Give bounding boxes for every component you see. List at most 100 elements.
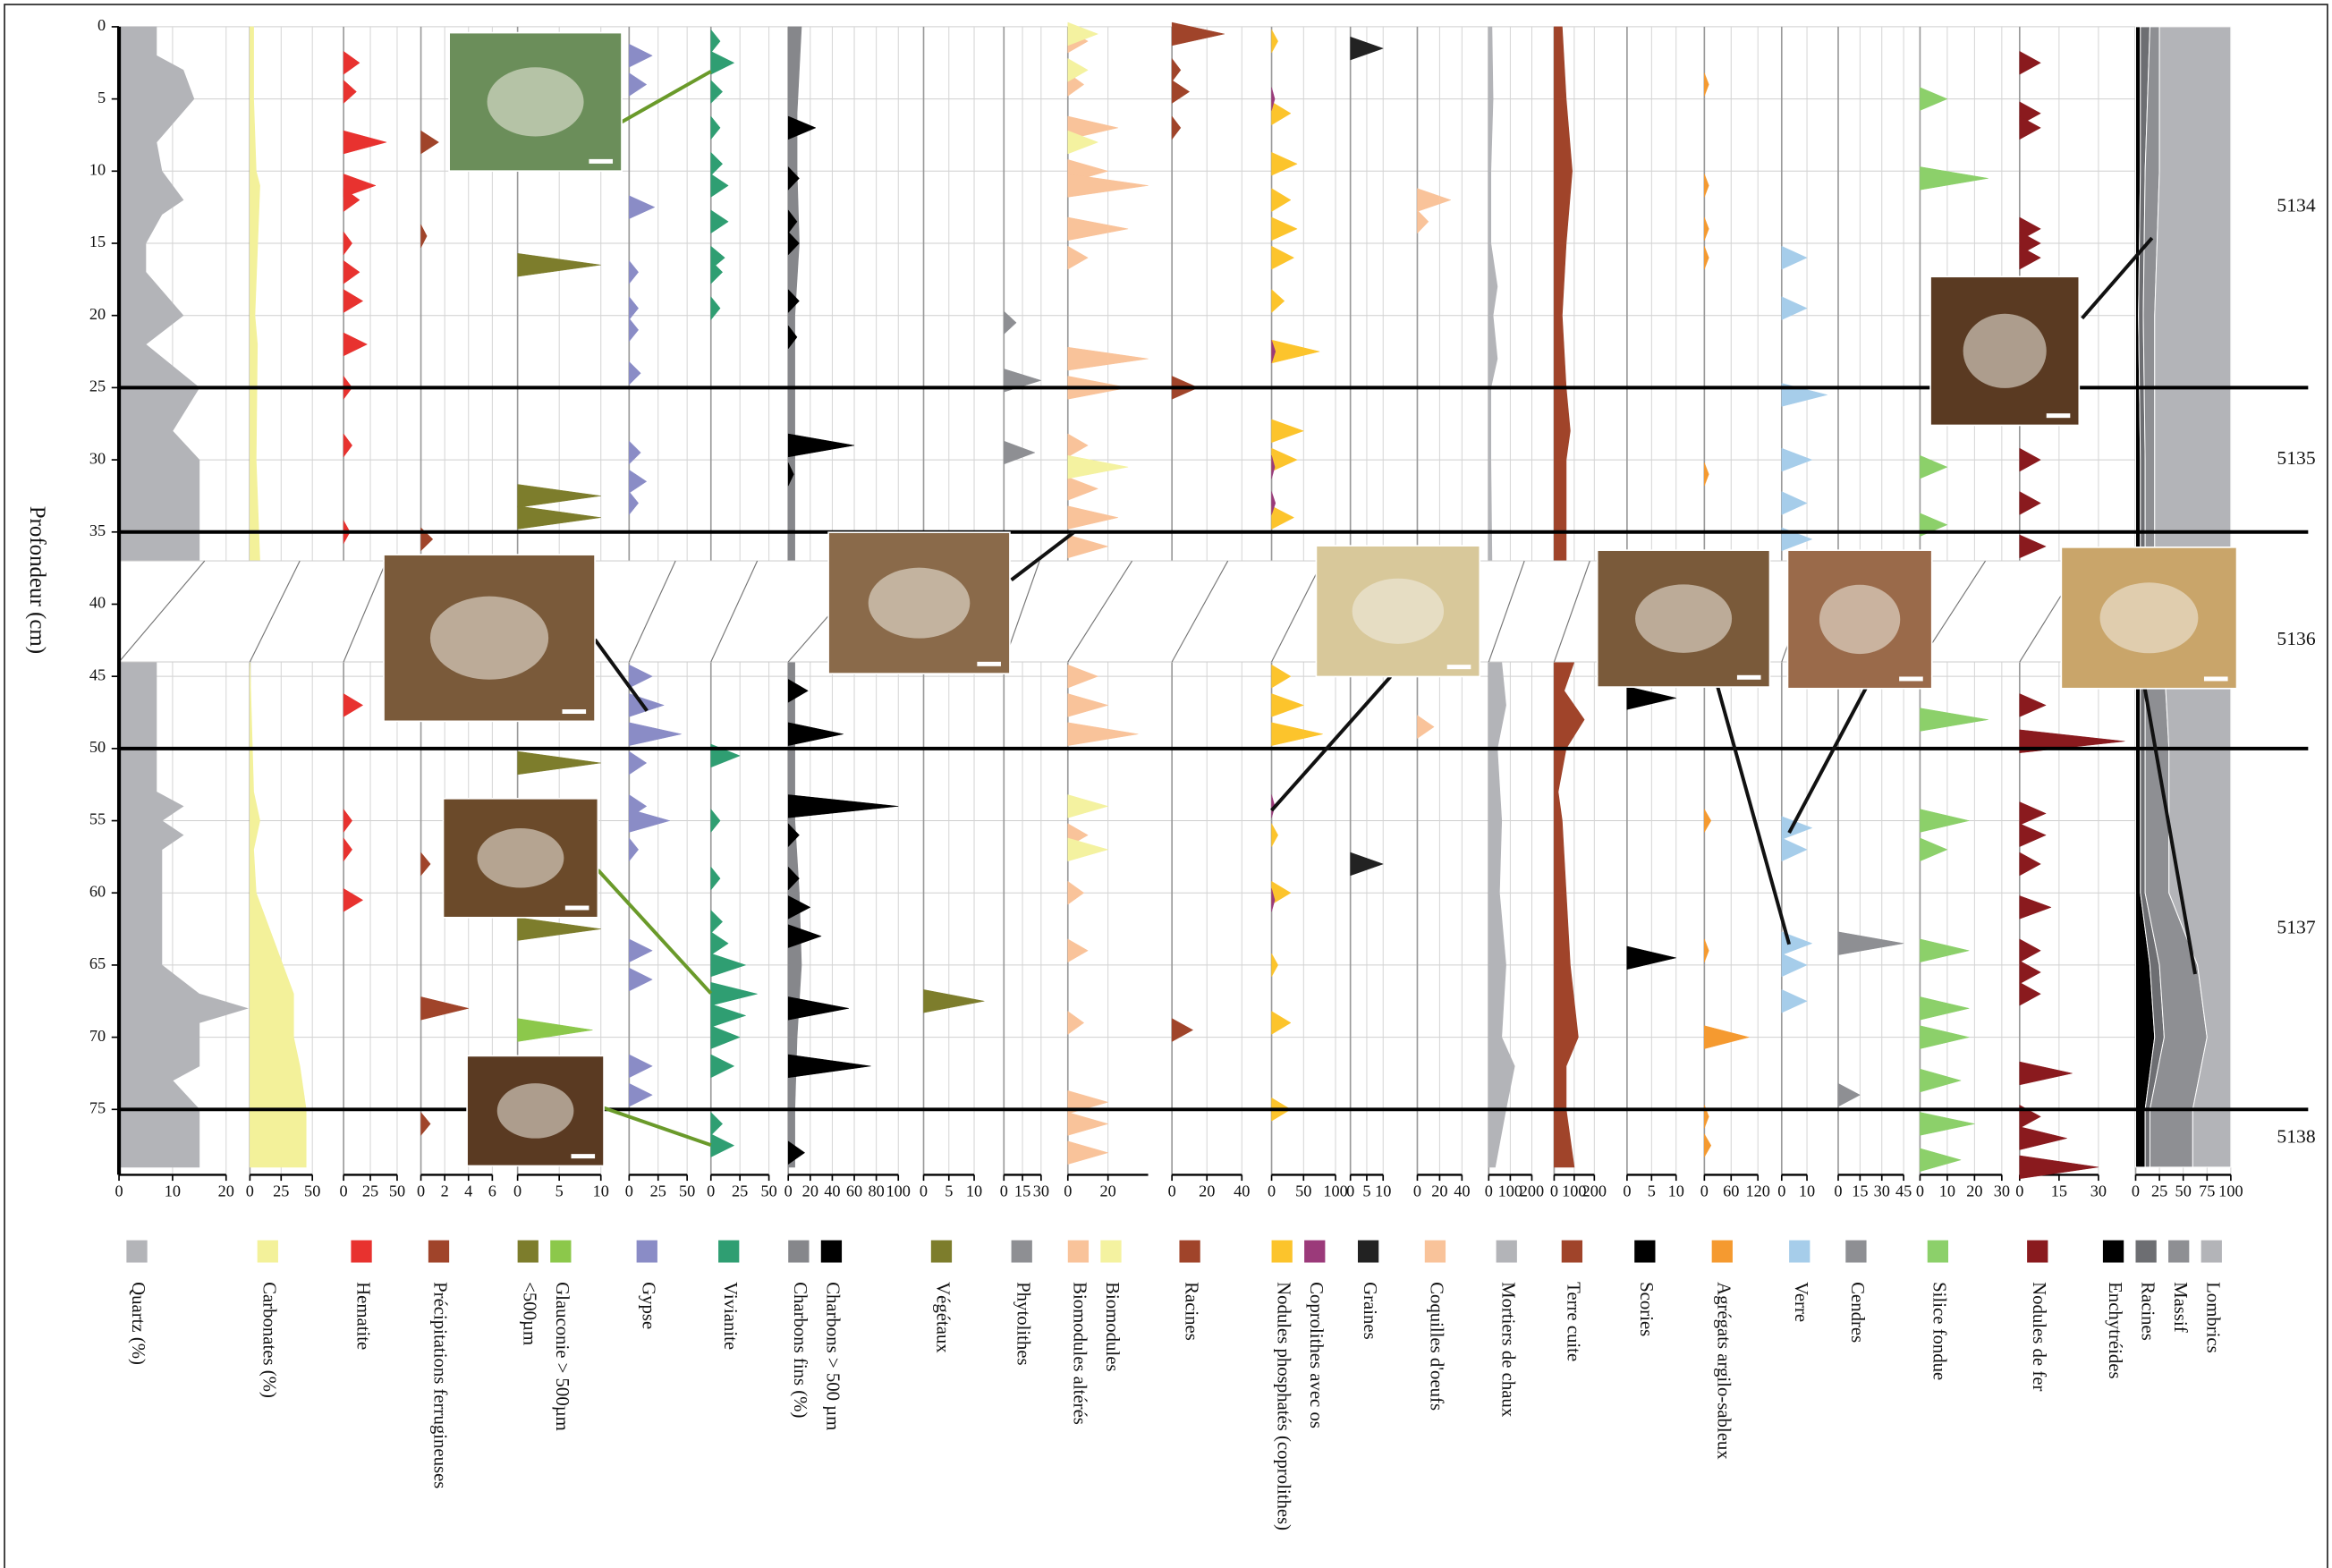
x-tick-label: 0: [1346, 1182, 1354, 1200]
unit-label: 5138: [2277, 1126, 2315, 1148]
spike: [1781, 816, 1813, 840]
x-tick-label: 5: [945, 1182, 953, 1200]
legend-swatch: [2135, 1240, 2157, 1263]
x-tick-label: 30: [1994, 1182, 2010, 1200]
legend-swatch: [1561, 1240, 1583, 1263]
micrograph-detail: [429, 596, 549, 680]
micrograph-detail: [496, 1083, 574, 1139]
legend-label: Charbons fins (%): [790, 1282, 810, 1418]
spike: [343, 80, 357, 105]
spike: [343, 693, 364, 717]
x-tick-label: 0: [114, 1182, 123, 1200]
spike: [1704, 938, 1709, 962]
spike: [1067, 722, 1139, 746]
spike: [1271, 87, 1276, 111]
gap-hatch: [1171, 560, 1229, 663]
spike: [2019, 1155, 2099, 1180]
spike: [787, 1054, 871, 1079]
x-tick-label: 50: [760, 1182, 776, 1200]
spike: [1067, 130, 1099, 155]
spike: [787, 165, 800, 191]
micrograph-detail: [487, 67, 584, 137]
x-tick-label: 0: [1168, 1182, 1176, 1200]
spike: [629, 440, 641, 465]
gap-hatch: [1067, 560, 1133, 663]
profile-area: [118, 661, 249, 1168]
spike: [1271, 419, 1305, 444]
photo-connector: [596, 869, 713, 995]
spike: [1271, 188, 1292, 212]
x-tick-label: 30: [2090, 1182, 2107, 1200]
spike: [923, 989, 985, 1013]
legend-label: Carbonates (%): [259, 1282, 280, 1398]
x-tick-label: 20: [1431, 1182, 1447, 1200]
x-tick-label: 2: [441, 1182, 449, 1200]
x-tick-label: 60: [1723, 1182, 1739, 1200]
spike: [2019, 534, 2047, 559]
x-tick-label: 20: [1100, 1182, 1116, 1200]
y-axis-label: Profondeur (cm): [25, 506, 49, 654]
spike: [1271, 29, 1278, 54]
scale-bar: [562, 709, 587, 715]
spike: [1350, 852, 1384, 877]
x-tick-label: 0: [1834, 1182, 1842, 1200]
x-tick-label: 30: [1874, 1182, 1890, 1200]
spike: [343, 188, 360, 212]
x-tick-label: 60: [846, 1182, 862, 1200]
spike: [1271, 953, 1278, 978]
photo-connector: [1787, 686, 1869, 834]
spike: [1837, 1082, 1861, 1107]
x-tick-label: 100: [886, 1182, 911, 1200]
spike: [629, 1054, 653, 1079]
spike: [629, 469, 648, 494]
spike: [710, 174, 729, 198]
x-tick-label: 100: [2218, 1182, 2243, 1200]
spike: [2019, 1126, 2067, 1150]
spike: [710, 981, 758, 1006]
legend-label: Silice fondue: [1929, 1282, 1950, 1380]
spike: [1920, 454, 1948, 479]
legend-label: Mortiers de chaux: [1497, 1282, 1518, 1418]
spike: [1781, 837, 1808, 862]
legend-swatch: [1304, 1240, 1326, 1263]
x-tick-label: 0: [1777, 1182, 1785, 1200]
x-tick-label: 100: [1323, 1182, 1347, 1200]
spike: [1350, 36, 1384, 61]
spike: [1417, 715, 1435, 740]
legend-label: Coprolithes avec os: [1306, 1282, 1327, 1428]
legend-swatch: [1424, 1240, 1446, 1263]
spike: [787, 794, 899, 818]
spike: [420, 996, 469, 1021]
spike: [517, 1018, 593, 1042]
spike: [710, 866, 721, 891]
spike: [1704, 174, 1709, 198]
spike: [1171, 1018, 1194, 1042]
spike: [710, 1133, 735, 1157]
gap-hatch: [1553, 560, 1590, 663]
gap-hatch: [343, 560, 387, 663]
x-tick-label: 25: [650, 1182, 666, 1200]
legend-swatch: [1496, 1240, 1517, 1263]
spike: [1837, 931, 1904, 955]
legend-label: Charbons > 500 µm: [823, 1282, 844, 1430]
x-tick-label: 10: [1939, 1182, 1955, 1200]
x-tick-label: 10: [1799, 1182, 1815, 1200]
legend-label: Verre: [1791, 1282, 1811, 1322]
y-tick-label: 15: [89, 233, 106, 250]
spike: [2019, 50, 2041, 75]
spike: [1067, 505, 1118, 530]
spike: [343, 50, 360, 75]
spike: [629, 1082, 653, 1107]
x-tick-label: 6: [488, 1182, 496, 1200]
spike: [1067, 880, 1085, 905]
legend-swatch: [1845, 1240, 1867, 1263]
spike: [420, 130, 439, 155]
spike: [1067, 346, 1149, 371]
spike: [1920, 1148, 1963, 1173]
x-tick-label: 200: [1582, 1182, 1607, 1200]
micrograph-detail: [1635, 584, 1733, 653]
x-tick-label: 0: [784, 1182, 793, 1200]
legend-swatch: [257, 1240, 278, 1263]
spike: [1067, 57, 1089, 82]
spike: [2019, 938, 2041, 963]
